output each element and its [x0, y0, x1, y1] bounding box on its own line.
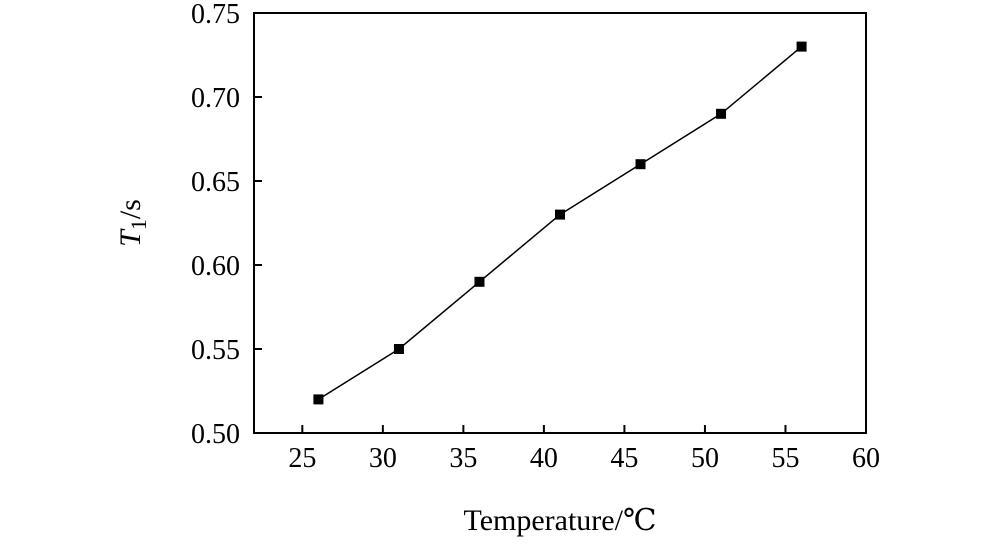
- x-axis-title: Temperature/℃: [463, 504, 656, 537]
- data-point: [474, 276, 485, 287]
- y-tick-label: 0.65: [191, 167, 240, 198]
- x-tick-label: 35: [449, 443, 477, 474]
- y-tick-label: 0.75: [191, 0, 240, 30]
- y-axis-title: T1/s: [114, 199, 151, 247]
- data-point: [393, 344, 404, 354]
- x-tick-label: 45: [610, 443, 638, 474]
- x-tick-label: 40: [530, 443, 558, 474]
- series-line: [318, 46, 803, 401]
- x-tick-label: 55: [771, 443, 799, 474]
- x-tick-label: 50: [691, 443, 719, 474]
- y-tick-label: 0.50: [191, 419, 240, 450]
- x-tick-label: 60: [852, 443, 880, 474]
- x-tick-label: 30: [369, 443, 397, 474]
- data-point: [555, 209, 565, 220]
- y-axis-title-unit: /s: [114, 199, 147, 219]
- data-point: [716, 108, 727, 119]
- x-axis-ticks: 25 30 35 40 45 50 55 60: [288, 425, 880, 474]
- y-axis-ticks: 0.50 0.55 0.60 0.65 0.70 0.75: [191, 0, 262, 450]
- y-tick-label: 0.70: [191, 83, 240, 114]
- x-tick-label: 25: [288, 443, 316, 474]
- data-point: [796, 41, 807, 52]
- y-tick-label: 0.60: [191, 251, 240, 282]
- data-point: [313, 394, 324, 405]
- y-axis-title-main: T: [114, 228, 147, 247]
- data-point: [635, 159, 646, 170]
- plot-frame: [253, 12, 867, 434]
- y-axis-title-sub: 1: [126, 219, 151, 230]
- series-layer: [313, 41, 807, 405]
- y-tick-label: 0.55: [191, 335, 240, 366]
